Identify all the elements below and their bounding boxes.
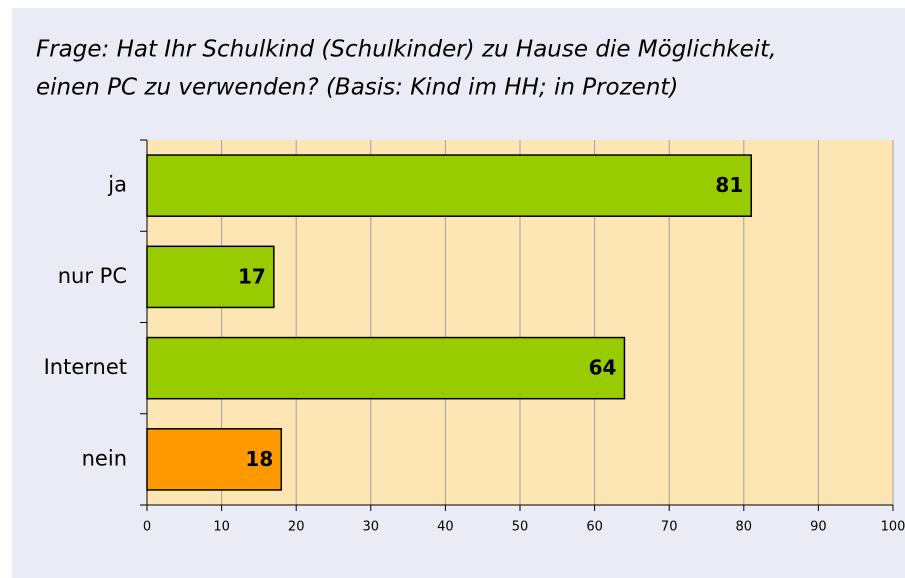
y-tick-label: Internet [44,355,127,379]
chart-title: Frage: Hat Ihr Schulkind (Schulkinder) z… [36,37,777,63]
data-label: 17 [238,264,266,288]
x-tick-label: 50 [512,520,529,535]
x-tick-label: 20 [288,520,305,535]
x-tick-label: 70 [661,520,678,535]
x-tick-label: 0 [143,520,151,535]
x-tick-label: 40 [437,520,454,535]
y-tick-label: ja [107,173,127,197]
bar [146,428,283,491]
x-tick-label: 100 [881,520,905,535]
y-tick-label: nein [82,446,127,470]
x-tick-label: 10 [213,520,230,535]
x-tick-label: 80 [736,520,753,535]
bar [146,154,753,217]
y-tick-label: nur PC [58,264,127,288]
data-label: 64 [589,356,617,380]
chart-title: einen PC zu verwenden? (Basis: Kind im H… [36,75,678,101]
x-tick-label: 60 [586,520,603,535]
x-tick-label: 30 [363,520,380,535]
data-label: 18 [245,447,273,471]
bar [146,245,275,309]
data-label: 81 [715,173,743,197]
x-tick-label: 90 [810,520,827,535]
bar [146,336,626,400]
